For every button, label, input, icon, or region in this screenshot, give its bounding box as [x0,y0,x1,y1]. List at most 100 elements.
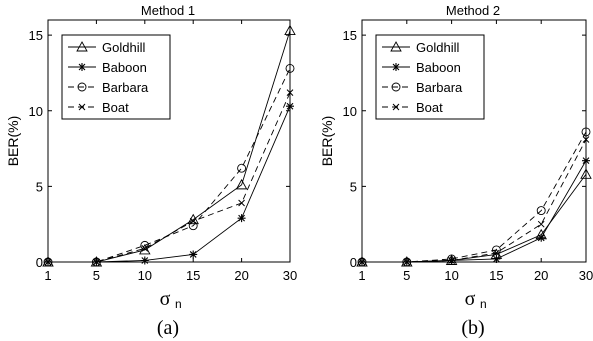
legend-label: Baboon [102,60,147,75]
data-point-baboon [492,254,501,263]
legend-label: Boat [416,100,443,115]
y-tick-label: 10 [29,104,43,119]
data-point-boat [493,249,500,257]
data-point-baboon [237,214,246,223]
data-point-boat [93,258,100,266]
data-point-baboon [286,102,294,111]
data-point-goldhill [235,178,248,190]
legend-label: Barbara [102,80,149,95]
chart-title: Method 2 [446,3,500,18]
legend-label: Boat [102,100,129,115]
y-tick-label: 0 [36,255,43,270]
series-line-baboon [48,106,291,263]
data-point-boat [582,136,590,143]
legend-label: Barbara [416,80,463,95]
legend-item-goldhill: Goldhill [68,40,145,55]
series-goldhill [356,168,592,267]
data-point-boat [537,220,545,228]
y-tick-label: 0 [350,255,357,270]
legend-item-boat: Boat [382,100,443,115]
x-axis-label-subscript: n [175,297,182,311]
legend-item-baboon: Baboon [382,60,461,75]
chart-title: Method 1 [141,3,195,18]
data-point-barbara [237,163,247,173]
data-point-barbara [285,63,295,73]
legend-marker [391,82,401,92]
x-tick-label: 30 [283,268,297,283]
series-boat [358,136,590,266]
plot-area-frame [361,19,587,263]
legend-item-barbara: Barbara [382,80,463,95]
data-point-boat [238,199,245,207]
x-tick-label: 10 [444,268,458,283]
legend-marker [78,63,86,71]
series-boat [44,89,294,266]
series-line-boat [48,92,291,263]
series-baboon [358,156,590,266]
y-tick-label: 5 [350,179,357,194]
x-tick-label: 20 [534,268,548,283]
data-point-baboon [582,156,590,165]
data-point-barbara [536,206,546,216]
x-tick-label: 15 [186,268,200,283]
y-axis-label: BER(%) [5,116,21,167]
legend-item-goldhill: Goldhill [382,40,459,55]
data-point-boat [141,245,149,252]
series-barbara [357,127,591,267]
x-tick-label: 10 [138,268,152,283]
data-point-boat [358,258,366,266]
legend-marker [392,63,400,71]
data-point-boat [44,258,52,266]
legend-item-baboon: Baboon [68,60,147,75]
legend-label: Goldhill [416,40,459,55]
series-baboon [44,102,294,266]
data-point-barbara [447,254,457,264]
y-tick-label: 5 [36,179,43,194]
plot-area-frame [47,19,291,263]
x-axis-label: σ [465,288,476,310]
y-tick-label: 15 [29,28,43,43]
data-point-boat [448,257,455,264]
x-tick-label: 20 [234,268,248,283]
data-point-goldhill [580,168,592,179]
x-tick-label: 5 [403,268,410,283]
data-point-boat [189,217,197,225]
legend-marker [78,103,86,111]
y-tick-label: 10 [343,104,357,119]
legend-item-boat: Boat [68,100,129,115]
data-point-baboon [189,250,198,259]
legend: Goldhill Baboon Barbara Boat [375,34,485,120]
data-point-baboon [140,256,149,265]
x-tick-label: 30 [579,268,593,283]
legend-marker [392,103,400,111]
x-tick-label: 1 [44,268,51,283]
y-axis-label: BER(%) [319,116,335,167]
data-point-barbara [140,240,150,250]
data-point-baboon [537,233,546,242]
x-axis-label: σ [160,288,171,310]
x-tick-label: 5 [93,268,100,283]
data-point-goldhill [284,24,296,36]
legend-marker [77,82,87,92]
x-axis-label-subscript: n [480,297,487,311]
legend-label: Baboon [416,60,461,75]
data-point-barbara [581,127,591,137]
x-tick-label: 1 [358,268,365,283]
series-line-boat [362,139,587,263]
series-line-barbara [362,131,587,263]
legend-marker [76,41,88,52]
legend-item-barbara: Barbara [68,80,149,95]
legend: Goldhill Baboon Barbara Boat [61,34,171,120]
series-line-baboon [362,160,587,263]
legend-marker [390,41,402,52]
data-point-boat [286,89,294,96]
data-point-boat [403,258,411,266]
y-tick-label: 15 [343,28,357,43]
panel-caption: (b) [461,317,484,339]
panel-caption: (a) [157,317,179,339]
legend-label: Goldhill [102,40,145,55]
x-tick-label: 15 [489,268,503,283]
